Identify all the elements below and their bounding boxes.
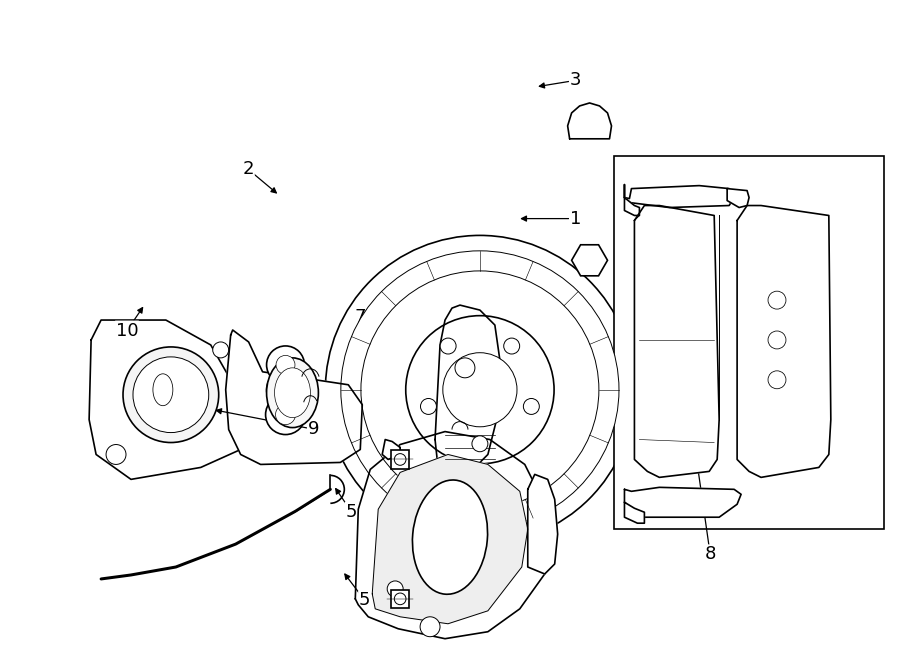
Circle shape <box>275 405 295 424</box>
Circle shape <box>472 436 488 451</box>
Ellipse shape <box>153 374 173 406</box>
Ellipse shape <box>266 358 319 428</box>
Polygon shape <box>572 245 608 276</box>
Polygon shape <box>625 184 734 208</box>
Circle shape <box>420 617 440 637</box>
Circle shape <box>394 453 406 465</box>
Text: 1: 1 <box>570 210 581 227</box>
Circle shape <box>387 581 403 597</box>
Circle shape <box>266 346 304 384</box>
Text: 7: 7 <box>355 308 366 327</box>
Polygon shape <box>391 590 410 608</box>
Circle shape <box>504 338 519 354</box>
Text: 9: 9 <box>308 420 320 438</box>
Text: 7: 7 <box>355 401 366 418</box>
Polygon shape <box>356 432 548 639</box>
Circle shape <box>394 593 406 605</box>
Polygon shape <box>727 188 749 208</box>
Polygon shape <box>634 206 719 477</box>
Circle shape <box>276 380 295 399</box>
Circle shape <box>361 271 598 508</box>
Polygon shape <box>382 440 400 459</box>
Text: 4: 4 <box>502 532 514 550</box>
Polygon shape <box>568 103 611 139</box>
Circle shape <box>276 356 295 374</box>
Polygon shape <box>625 502 644 524</box>
Polygon shape <box>89 320 256 479</box>
Circle shape <box>440 338 456 354</box>
Circle shape <box>133 357 209 432</box>
Circle shape <box>768 291 786 309</box>
Polygon shape <box>737 206 831 477</box>
Circle shape <box>326 235 634 544</box>
Circle shape <box>768 331 786 349</box>
Polygon shape <box>391 450 410 469</box>
Bar <box>615 156 884 529</box>
Circle shape <box>341 251 619 529</box>
Text: 2: 2 <box>242 160 254 178</box>
Text: 8: 8 <box>705 545 716 563</box>
Text: 6: 6 <box>498 351 509 369</box>
Polygon shape <box>625 198 639 215</box>
Circle shape <box>455 358 475 378</box>
Text: 5: 5 <box>359 592 371 609</box>
Text: 10: 10 <box>116 321 139 340</box>
Circle shape <box>768 371 786 389</box>
Text: 5: 5 <box>346 502 357 520</box>
Circle shape <box>420 399 436 414</box>
Circle shape <box>212 342 229 358</box>
Circle shape <box>406 316 554 464</box>
Circle shape <box>266 395 305 434</box>
Polygon shape <box>625 487 741 517</box>
Ellipse shape <box>412 480 488 594</box>
Circle shape <box>524 399 539 414</box>
Text: 3: 3 <box>570 71 581 89</box>
Polygon shape <box>373 455 527 624</box>
Polygon shape <box>527 475 558 574</box>
Circle shape <box>266 371 304 408</box>
Circle shape <box>106 444 126 465</box>
Circle shape <box>123 347 219 442</box>
Polygon shape <box>435 305 500 477</box>
Polygon shape <box>226 330 363 465</box>
Circle shape <box>443 353 517 427</box>
Ellipse shape <box>274 368 310 418</box>
